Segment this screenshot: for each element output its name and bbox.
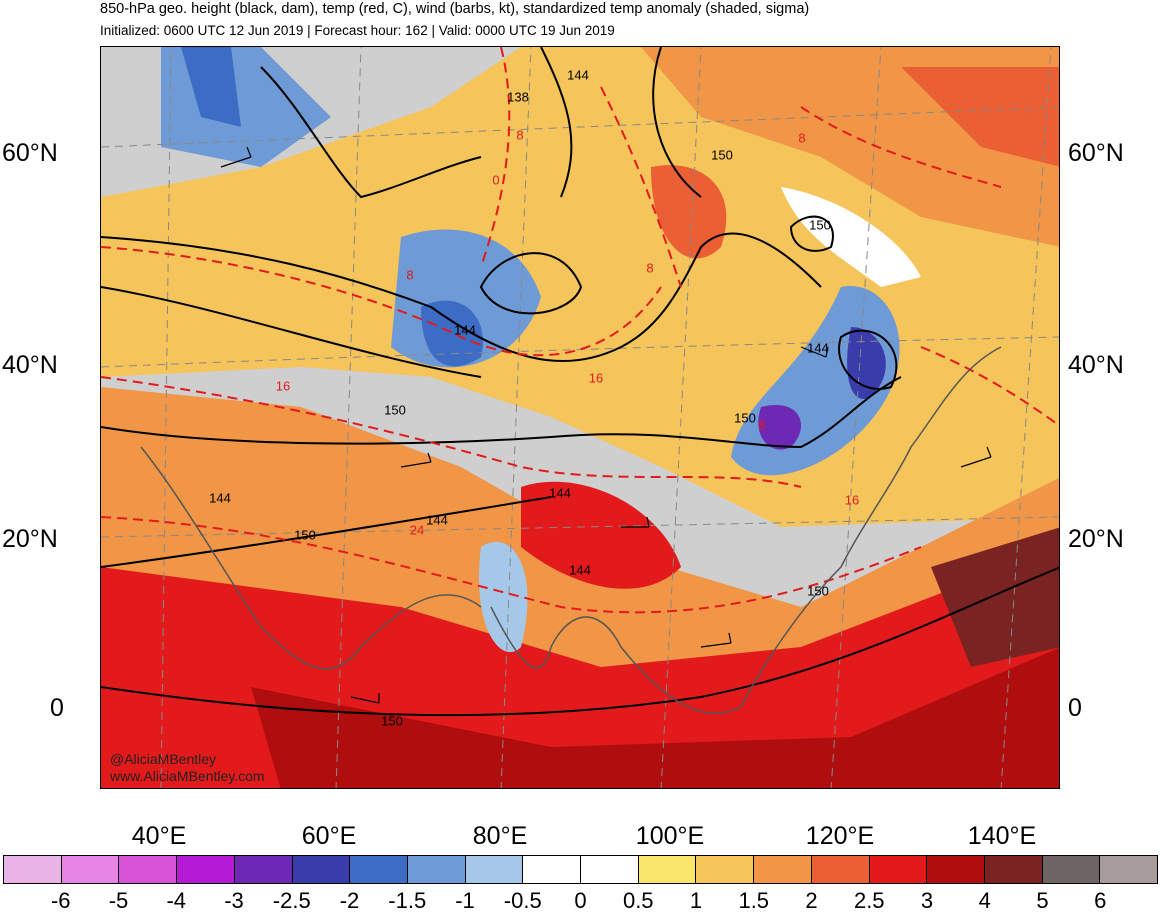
lon-label-140e: 140°E [967, 822, 1037, 850]
temp-contour-label: 0 [492, 172, 500, 188]
map-canvas [101, 47, 1059, 788]
temp-contour-label: 16 [844, 492, 860, 508]
temp-contour-label: 8 [758, 417, 766, 433]
lon-label-60e: 60°E [301, 822, 357, 850]
colorbar-swatch [523, 856, 582, 883]
temp-contour-label: 8 [516, 127, 524, 143]
colorbar-swatch [234, 856, 293, 883]
colorbar-label: 3 [920, 888, 934, 913]
height-contour-label: 150 [381, 713, 403, 729]
height-contour-label: 150 [734, 410, 756, 426]
height-contour-label: 144 [549, 485, 571, 501]
colorbar-label: 2.5 [853, 888, 885, 913]
colorbar-label: 6 [1094, 888, 1107, 913]
colorbar-label: 1.5 [738, 888, 770, 913]
lat-label-eq-right: 0 [1068, 694, 1082, 722]
colorbar-label: -1.5 [388, 888, 427, 913]
colorbar-swatch [465, 856, 524, 883]
height-contour-label: 150 [711, 147, 733, 163]
colorbar-swatch [1042, 856, 1101, 883]
lon-label-80e: 80°E [472, 822, 528, 850]
colorbar-swatch [984, 856, 1043, 883]
height-contour-label: 144 [209, 490, 231, 506]
height-contour-label: 144 [454, 322, 476, 338]
colorbar-label: -2.5 [272, 888, 311, 913]
colorbar-swatch [177, 856, 235, 883]
height-contour-label: 150 [809, 217, 831, 233]
lat-label-60n-right: 60°N [1068, 139, 1124, 167]
colorbar-label: -2 [339, 888, 360, 913]
height-contour-label: 150 [294, 527, 316, 543]
temp-contour-label: 16 [588, 370, 604, 386]
lat-label-20n-right: 20°N [1068, 525, 1124, 553]
colorbar-label: -4 [166, 888, 187, 913]
colorbar-swatch [292, 856, 351, 883]
colorbar-swatch [696, 856, 755, 883]
lon-label-40e: 40°E [131, 822, 187, 850]
lon-label-100e: 100°E [635, 822, 705, 850]
temp-contour-label: 24 [282, 654, 298, 670]
lat-label-60n-left: 60°N [2, 139, 58, 167]
chart-subtitle: Initialized: 0600 UTC 12 Jun 2019 | Fore… [100, 23, 615, 38]
colorbar-swatch [927, 856, 985, 883]
lat-label-40n-right: 40°N [1068, 351, 1124, 379]
lon-label-120e: 120°E [805, 822, 875, 850]
height-contour-label: 144 [569, 562, 591, 578]
temp-contour-label: 8 [646, 260, 654, 276]
colorbar-swatch [407, 856, 466, 883]
colorbar-swatch [61, 856, 120, 883]
colorbar-label: -6 [50, 888, 71, 913]
colorbar-label: 5 [1036, 888, 1049, 913]
chart-title: 850-hPa geo. height (black, dam), temp (… [100, 1, 810, 17]
colorbar-swatch [350, 856, 408, 883]
colorbar-swatch [754, 856, 812, 883]
map-panel [100, 46, 1060, 789]
temp-contour-label: 16 [275, 378, 291, 394]
height-contour-label: 144 [567, 67, 589, 83]
colorbar-swatch [119, 856, 178, 883]
lat-label-40n-left: 40°N [2, 351, 58, 379]
lat-label-20n-left: 20°N [2, 525, 58, 553]
colorbar-swatch [869, 856, 928, 883]
height-contour-label: 150 [807, 583, 829, 599]
colorbar-swatch [638, 856, 697, 883]
height-contour-label: 144 [426, 512, 448, 528]
colorbar [3, 855, 1158, 884]
credit-handle: @AliciaMBentley [110, 751, 217, 767]
colorbar-swatch [1100, 856, 1158, 883]
colorbar-label: 1 [689, 888, 703, 913]
colorbar-swatch [4, 856, 62, 883]
colorbar-label: 0 [574, 888, 587, 913]
height-contour-label: 150 [384, 402, 406, 418]
colorbar-label: 4 [978, 888, 991, 913]
colorbar-label: -3 [224, 888, 244, 913]
colorbar-swatch [581, 856, 639, 883]
colorbar-swatch [811, 856, 870, 883]
colorbar-label: -0.5 [503, 888, 542, 913]
temp-contour-label: 24 [409, 522, 425, 538]
height-contour-label: 144 [807, 340, 829, 356]
temp-contour-label: 8 [406, 267, 414, 283]
colorbar-label: -1 [455, 888, 475, 913]
colorbar-label: -5 [108, 888, 129, 913]
height-contour-label: 138 [507, 89, 529, 105]
temp-contour-label: 8 [798, 130, 806, 146]
colorbar-label: 2 [805, 888, 818, 913]
lat-label-eq-left: 0 [50, 694, 64, 722]
colorbar-label: 0.5 [622, 888, 654, 913]
credit-site: www.AliciaMBentley.com [110, 768, 265, 784]
